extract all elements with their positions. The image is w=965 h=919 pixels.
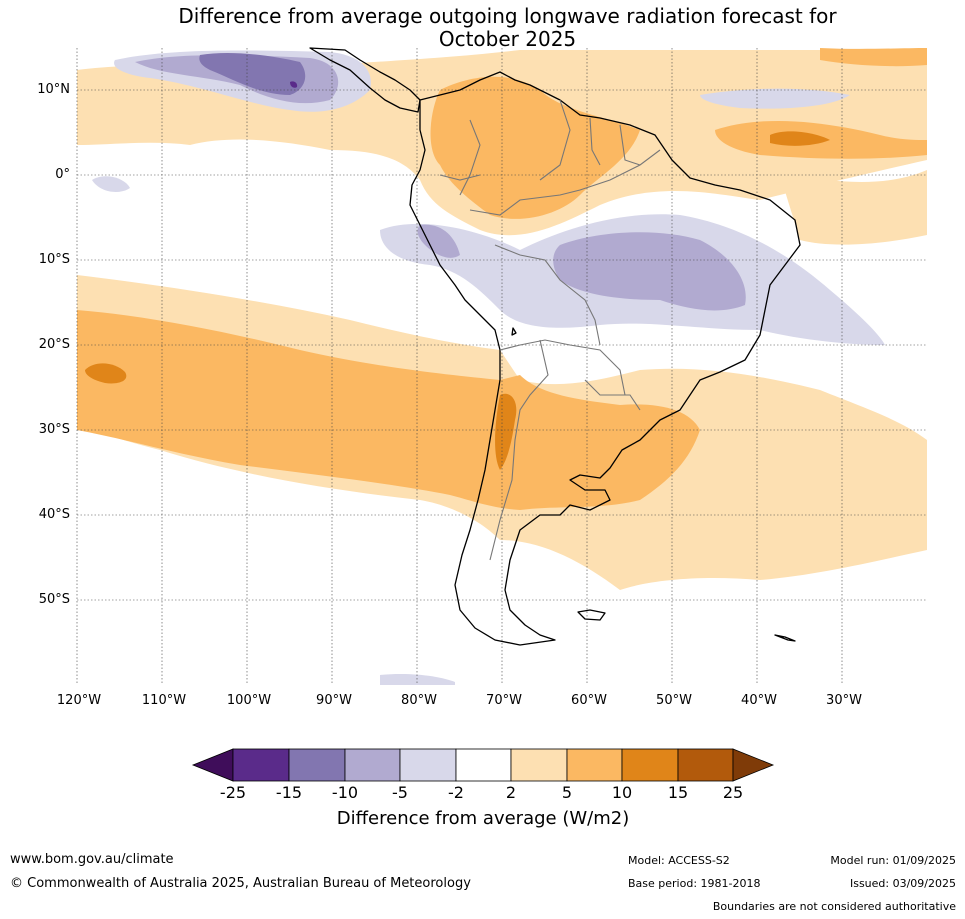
colorbar-tick-label: 5 (561, 783, 573, 802)
positive-anomaly-core-pacific (77, 310, 700, 510)
strong-positive-anomaly-andes (495, 393, 517, 470)
lon-label: 90°W (316, 693, 352, 708)
colorbar-segment (399, 748, 457, 782)
colorbar-tick-label: 2 (505, 783, 517, 802)
colorbar-segment (566, 748, 623, 782)
anomaly-field (77, 48, 927, 685)
lat-label: 10°S (38, 252, 70, 267)
title-line-1: Difference from average outgoing longwav… (178, 4, 837, 28)
country-borders (439, 99, 661, 561)
colorbar-segment (344, 748, 401, 782)
colorbar-segment (677, 748, 734, 782)
title-line-2: October 2025 (438, 27, 577, 51)
boundaries-disclaimer: Boundaries are not considered authoritat… (712, 900, 956, 913)
colorbar-segment (232, 748, 290, 782)
colorbar-high-extension (732, 748, 775, 782)
lon-label: 60°W (571, 693, 607, 708)
colorbar-tick-label: -10 (331, 783, 359, 802)
lon-label: 50°W (656, 693, 692, 708)
website-link[interactable]: www.bom.gov.au/climate (10, 852, 174, 867)
moderate-negative-anomaly-andes (417, 224, 460, 258)
colorbar-low-extension (191, 748, 234, 782)
coastlines (309, 47, 801, 646)
colorbar-segment (288, 748, 346, 782)
lon-label: 30°W (826, 693, 862, 708)
positive-anomaly-core-north (820, 48, 927, 67)
lon-label: 110°W (141, 693, 187, 708)
model-run-date: Model run: 01/09/2025 (830, 854, 956, 867)
south-georgia (774, 634, 796, 642)
falkland-islands (577, 609, 606, 621)
negative-anomaly-region-atlantic (700, 88, 850, 109)
colorbar-tick-label: 15 (667, 783, 689, 802)
lat-label: 40°S (38, 507, 70, 522)
colorbar-tick-label: -15 (275, 783, 303, 802)
positive-anomaly-region-east (780, 170, 927, 245)
issued-date: Issued: 03/09/2025 (849, 877, 956, 890)
colorbar-tick-label: -25 (219, 783, 247, 802)
strong-positive-anomaly-atlantic (770, 131, 830, 146)
lat-label: 20°S (38, 337, 70, 352)
colorbar-segment (455, 748, 512, 782)
colorbar-tick-label: -5 (392, 783, 408, 802)
lon-label: 100°W (226, 693, 272, 708)
colorbar-tick-label: -2 (448, 783, 464, 802)
base-period-info: Base period: 1981-2018 (628, 877, 761, 890)
colorbar-label: Difference from average (W/m2) (336, 808, 630, 829)
lon-label: 120°W (56, 693, 102, 708)
lon-label: 80°W (401, 693, 437, 708)
negative-anomaly-patch (92, 176, 130, 192)
lon-label: 40°W (741, 693, 777, 708)
model-info: Model: ACCESS-S2 (628, 854, 730, 867)
central-america-coastline (309, 47, 421, 113)
lon-label: 70°W (486, 693, 522, 708)
south-america-coastline (409, 71, 801, 646)
strong-positive-anomaly-pacific (85, 363, 127, 384)
lat-label: 30°S (38, 422, 70, 437)
colorbar (191, 748, 775, 782)
very-strong-negative-anomaly (290, 81, 298, 88)
strong-negative-anomaly (199, 52, 306, 95)
colorbar-tick-label: 25 (722, 783, 744, 802)
copyright-notice: © Commonwealth of Australia 2025, Austra… (10, 876, 471, 891)
lat-label: 0° (55, 167, 70, 182)
positive-anomaly-core-amazon (430, 76, 640, 219)
graticule (76, 48, 927, 685)
colorbar-tick-label: 10 (611, 783, 633, 802)
colorbar-segment (621, 748, 679, 782)
lat-label: 10°N (37, 82, 70, 97)
moderate-negative-anomaly-brazil (553, 232, 746, 311)
lat-label: 50°S (38, 592, 70, 607)
map-title: Difference from average outgoing longwav… (0, 5, 965, 51)
colorbar-segment (510, 748, 568, 782)
negative-anomaly-patch-south (380, 673, 455, 685)
lake-titicaca (511, 327, 517, 336)
